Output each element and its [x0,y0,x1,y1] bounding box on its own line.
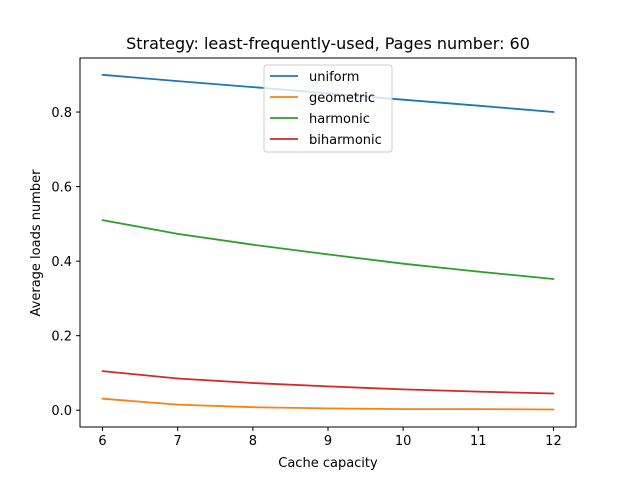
data-point-harmonic [552,278,555,280]
legend-label-harmonic: harmonic [309,112,370,127]
data-point-biharmonic [552,392,555,395]
x-tick-label: 8 [249,434,257,449]
data-point-uniform [477,104,480,107]
x-axis-label: Cache capacity [278,456,378,471]
legend: uniform geometric harmonic biharmonic [263,64,393,153]
data-point-geometric [552,408,555,411]
y-axis-label: Average loads number [29,169,44,317]
data-point-uniform [251,86,254,88]
data-point-harmonic [176,233,179,235]
data-point-harmonic [477,270,480,273]
x-tick-label: 11 [470,434,487,449]
x-tick-label: 12 [545,434,562,449]
x-tick-label: 9 [324,434,332,449]
data-point-harmonic [101,219,104,222]
data-point-biharmonic [327,385,329,388]
axis-ticks: 6 7 8 9 10 11 12 0.0 0.2 0.4 0.6 0.8 [51,106,561,449]
axes-frame [79,57,577,428]
data-point-geometric [327,407,329,410]
legend-label-geometric: geometric [309,91,375,106]
data-point-harmonic [251,243,254,246]
y-tick-label: 0.6 [51,181,72,196]
x-tick-label: 6 [98,434,106,449]
legend-label-uniform: uniform [309,70,359,85]
y-tick-label: 0.4 [51,255,72,270]
legend-label-biharmonic: biharmonic [309,133,382,148]
x-tick-label: 7 [174,434,182,449]
legend-box [263,64,393,153]
y-tick-label: 0.8 [51,106,72,121]
data-point-uniform [552,111,555,113]
data-point-geometric [251,406,254,409]
y-tick-label: 0.2 [51,330,72,345]
data-point-biharmonic [101,370,104,372]
data-point-biharmonic [176,377,179,380]
data-point-uniform [101,73,104,76]
data-point-geometric [477,408,480,411]
data-point-uniform [176,80,179,83]
y-tick-label: 0.0 [51,404,72,419]
data-point-geometric [402,408,405,411]
data-point-uniform [402,98,405,101]
data-point-geometric [101,397,104,400]
data-point-harmonic [402,262,405,265]
x-tick-label: 10 [395,434,412,449]
chart-title: Strategy: least-frequently-used, Pages n… [126,34,530,53]
data-point-geometric [176,403,179,406]
data-point-biharmonic [251,382,254,384]
data-point-biharmonic [477,390,480,393]
data-point-biharmonic [402,388,405,391]
data-point-harmonic [327,253,329,256]
